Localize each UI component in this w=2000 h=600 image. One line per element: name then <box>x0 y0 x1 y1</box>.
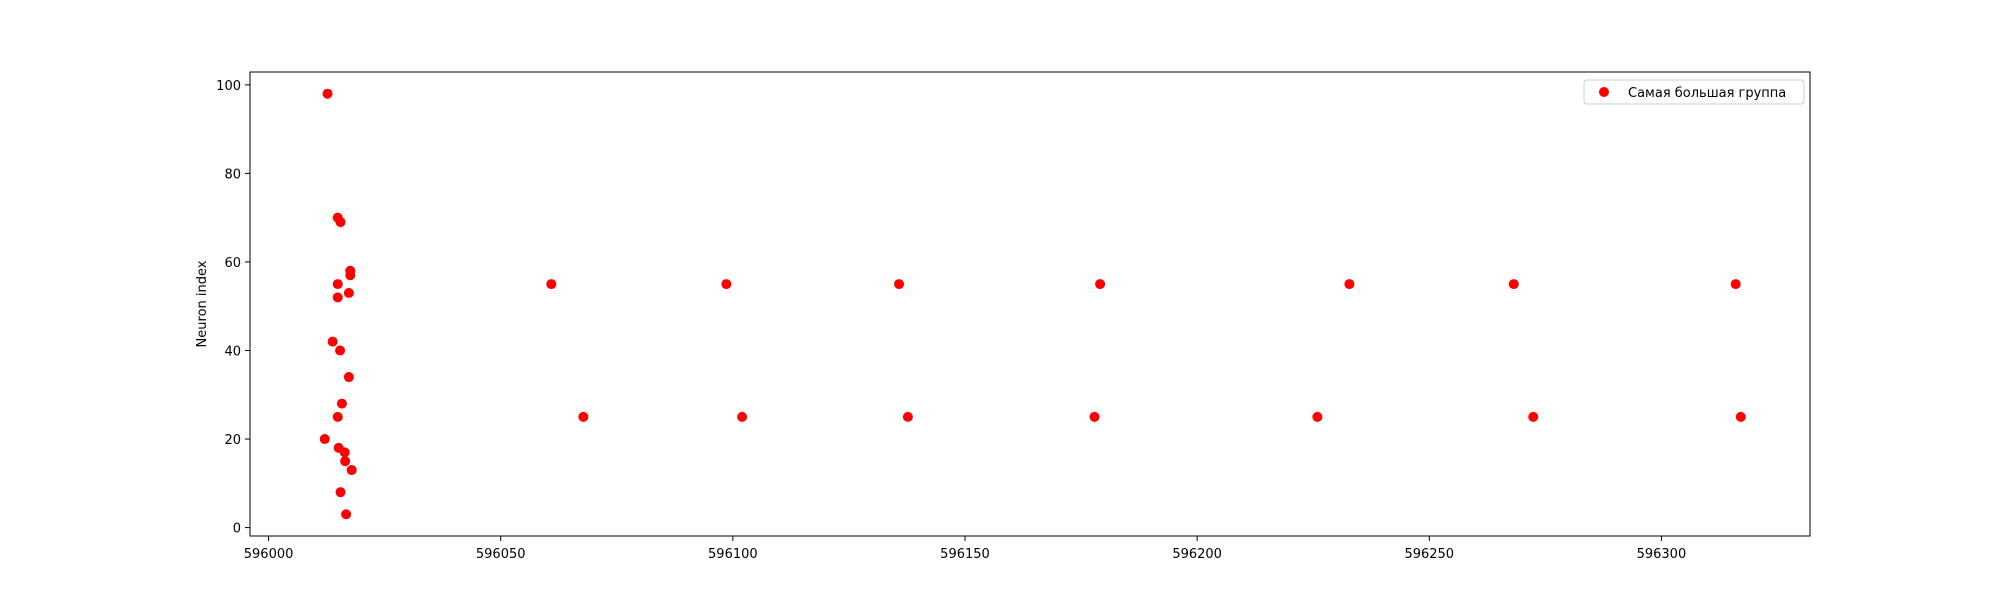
x-tick-label: 596250 <box>1404 547 1454 562</box>
data-point <box>902 411 913 422</box>
data-point <box>1528 411 1539 422</box>
data-point <box>1730 279 1741 290</box>
legend-label: Самая большая группа <box>1628 86 1786 101</box>
plot-area-frame <box>249 71 1811 537</box>
data-point <box>336 398 347 409</box>
x-tick-label: 596000 <box>244 547 294 562</box>
data-points <box>319 88 1746 520</box>
data-point <box>343 372 354 383</box>
data-point <box>335 345 346 356</box>
data-point <box>346 465 357 476</box>
data-point <box>721 279 732 290</box>
data-point <box>1735 411 1746 422</box>
data-point <box>1095 279 1106 290</box>
y-axis: 0 20 40 60 80 100 <box>216 79 250 537</box>
data-point <box>332 411 343 422</box>
data-point <box>335 487 346 498</box>
y-tick-label: 80 <box>224 167 241 182</box>
data-point <box>578 411 589 422</box>
y-tick-label: 60 <box>224 256 241 271</box>
data-point <box>1089 411 1100 422</box>
y-axis-label: Neuron index <box>195 260 210 347</box>
data-point <box>1312 411 1323 422</box>
data-point <box>332 279 343 290</box>
data-point <box>341 509 352 520</box>
data-point <box>319 434 330 445</box>
x-tick-label: 596050 <box>476 547 526 562</box>
data-point <box>335 217 346 228</box>
data-point <box>343 287 354 298</box>
data-point <box>332 292 343 303</box>
data-point <box>1508 279 1519 290</box>
data-point <box>340 456 351 467</box>
data-point <box>546 279 557 290</box>
x-tick-label: 596300 <box>1637 547 1687 562</box>
legend-box <box>1583 79 1805 105</box>
data-point <box>894 279 905 290</box>
y-tick-label: 20 <box>224 433 241 448</box>
y-tick-label: 40 <box>224 344 241 359</box>
data-point <box>327 336 338 347</box>
x-tick-label: 596100 <box>708 547 758 562</box>
legend-marker <box>1599 87 1609 97</box>
data-point <box>1344 279 1355 290</box>
data-point <box>345 270 356 281</box>
x-axis: 596000 596050 596100 596150 596200 596250 5963… <box>244 536 1686 562</box>
x-tick-label: 596150 <box>940 547 990 562</box>
data-point <box>322 88 333 99</box>
legend: Самая большая группа <box>1583 79 1805 105</box>
data-point <box>737 411 748 422</box>
data-point <box>339 447 350 458</box>
y-tick-label: 100 <box>216 79 241 94</box>
y-tick-label: 0 <box>233 522 241 537</box>
x-tick-label: 596200 <box>1172 547 1222 562</box>
